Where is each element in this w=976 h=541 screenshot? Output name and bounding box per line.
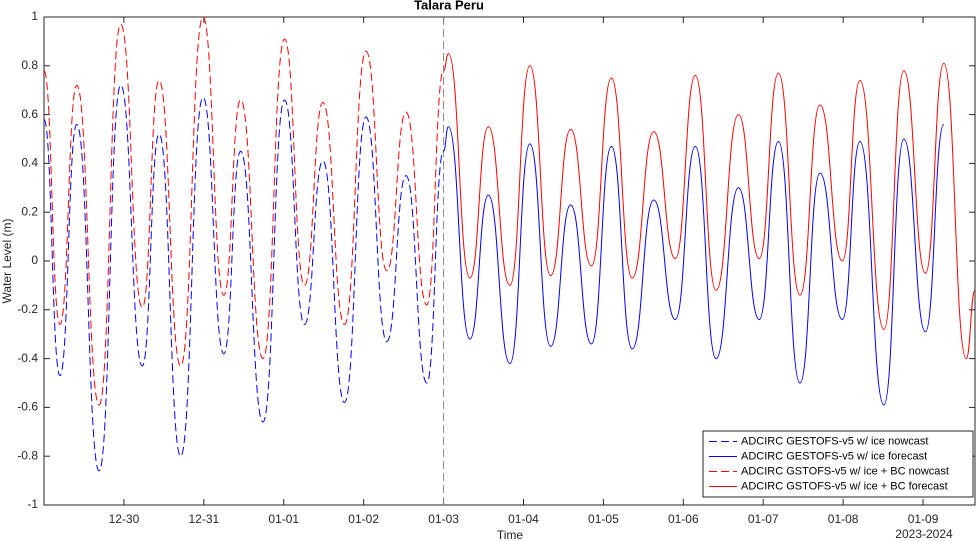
x-tick-label: 01-06 bbox=[668, 512, 699, 526]
x-tick-label: 01-08 bbox=[828, 512, 859, 526]
y-tick-label: 0 bbox=[31, 253, 38, 267]
y-tick-label: -0.6 bbox=[17, 400, 38, 414]
legend-label: ADCIRC GSTOFS-v5 w/ ice + BC nowcast bbox=[741, 465, 949, 477]
chart-title: Talara Peru bbox=[414, 0, 484, 12]
legend-box bbox=[702, 430, 974, 498]
y-axis-label: Water Level (m) bbox=[0, 219, 14, 304]
y-tick-label: 0.8 bbox=[21, 58, 38, 72]
x-tick-label: 01-02 bbox=[348, 512, 379, 526]
series-line bbox=[443, 123, 945, 406]
legend: ADCIRC GESTOFS-v5 w/ ice nowcast ADCIRC G… bbox=[702, 430, 974, 498]
series-line bbox=[43, 84, 445, 472]
y-tick-label: -0.2 bbox=[17, 302, 38, 316]
series-line bbox=[43, 16, 445, 406]
x-axis-sublabel: 2023-2024 bbox=[895, 527, 953, 541]
y-tick-label: 1 bbox=[31, 9, 38, 23]
y-tick-label: -0.4 bbox=[17, 351, 38, 365]
series-line bbox=[443, 53, 976, 360]
legend-label: ADCIRC GESTOFS-v5 w/ ice nowcast bbox=[741, 435, 928, 447]
x-tick-label: 12-31 bbox=[188, 512, 219, 526]
legend-label: ADCIRC GESTOFS-v5 w/ ice forecast bbox=[741, 450, 927, 462]
x-axis-label: Time bbox=[497, 528, 524, 541]
y-tick-label: 0.6 bbox=[21, 107, 38, 121]
x-tick-label: 01-03 bbox=[428, 512, 459, 526]
y-tick-label: 0.2 bbox=[21, 204, 38, 218]
legend-label: ADCIRC GSTOFS-v5 w/ ice + BC forecast bbox=[741, 480, 948, 492]
x-tick-label: 01-01 bbox=[268, 512, 299, 526]
y-tick-label: -0.8 bbox=[17, 448, 38, 462]
x-tick-label: 12-30 bbox=[109, 512, 140, 526]
y-tick-label: 0.4 bbox=[21, 156, 38, 170]
y-tick-label: -1 bbox=[27, 497, 38, 511]
x-tick-label: 01-09 bbox=[908, 512, 939, 526]
x-tick-label: 01-04 bbox=[508, 512, 539, 526]
x-tick-label: 01-07 bbox=[748, 512, 779, 526]
x-tick-label: 01-05 bbox=[588, 512, 619, 526]
